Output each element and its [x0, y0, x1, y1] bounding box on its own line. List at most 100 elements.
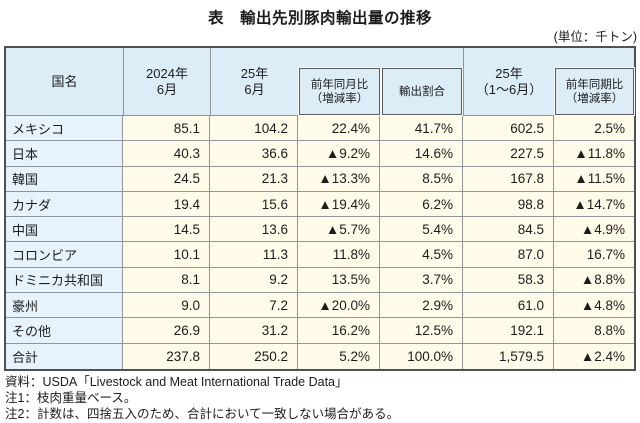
- table-row: 合計 237.8 250.2 5.2% 100.0% 1,579.5 ▲2.4%: [6, 343, 634, 369]
- value-cell: 2.5%: [554, 116, 634, 141]
- value-cell: 21.3: [210, 166, 298, 191]
- table-row: 韓国 24.5 21.3 ▲13.3% 8.5% 167.8 ▲11.5%: [6, 166, 634, 192]
- value-cell: 2.9%: [380, 293, 463, 318]
- country-cell: 韓国: [6, 166, 123, 191]
- value-cell: ▲11.5%: [554, 166, 634, 191]
- header-2024-jun-line1: 2024年: [146, 65, 188, 81]
- header-2025-jun-line1: 25年: [240, 65, 269, 81]
- header-yoy-period-line2: （増減率）: [565, 92, 624, 105]
- value-cell: 602.5: [463, 116, 554, 141]
- value-cell: 4.5%: [380, 242, 463, 267]
- table-row: カナダ 19.4 15.6 ▲19.4% 6.2% 98.8 ▲14.7%: [6, 191, 634, 218]
- value-cell: 14.5: [123, 217, 210, 242]
- table-row: 中国 14.5 13.6 ▲5.7% 5.4% 84.5 ▲4.9%: [6, 217, 634, 243]
- value-cell: 100.0%: [380, 343, 463, 369]
- value-cell: 85.1: [123, 116, 210, 141]
- header-country-label: 国名: [51, 73, 78, 89]
- value-cell: 14.6%: [380, 141, 463, 166]
- header-2025-jan-jun: 25年 （1～6月）: [464, 48, 554, 115]
- country-cell: メキシコ: [6, 116, 123, 141]
- value-cell: 41.7%: [380, 116, 463, 141]
- header-2024-jun: 2024年 6月: [124, 48, 210, 115]
- header-yoy-period-line1: 前年同期比: [565, 78, 624, 91]
- value-cell: 250.2: [210, 343, 298, 369]
- value-cell: 15.6: [210, 191, 298, 217]
- value-cell: 237.8: [123, 343, 210, 369]
- value-cell: ▲5.7%: [298, 217, 380, 242]
- value-cell: 9.2: [210, 267, 298, 293]
- value-cell: 61.0: [463, 293, 554, 318]
- value-cell: 11.3: [210, 242, 298, 267]
- table-row: 日本 40.3 36.6 ▲9.2% 14.6% 227.5 ▲11.8%: [6, 141, 634, 167]
- value-cell: 13.5%: [298, 267, 380, 293]
- value-cell: 58.3: [463, 267, 554, 293]
- value-cell: 26.9: [123, 318, 210, 343]
- value-cell: ▲2.4%: [554, 343, 634, 369]
- value-cell: 19.4: [123, 191, 210, 217]
- value-cell: 11.8%: [298, 242, 380, 267]
- country-cell: その他: [6, 318, 123, 343]
- value-cell: 12.5%: [380, 318, 463, 343]
- table-row: その他 26.9 31.2 16.2% 12.5% 192.1 8.8%: [6, 318, 634, 344]
- table-body: メキシコ 85.1 104.2 22.4% 41.7% 602.5 2.5% 日本 40.3 36…: [6, 116, 634, 369]
- value-cell: 6.2%: [380, 191, 463, 217]
- value-cell: ▲20.0%: [298, 293, 380, 318]
- header-country: 国名: [6, 48, 123, 115]
- header-yoy-month-line1: 前年同月比: [310, 78, 369, 91]
- header-yoy-month: 前年同月比 （増減率）: [299, 68, 380, 115]
- footnote-2: 注2：計数は、四捨五入のため、合計において一致しない場合がある。: [5, 407, 400, 421]
- value-cell: ▲4.9%: [554, 217, 634, 242]
- header-yoy-month-line2: （増減率）: [310, 92, 369, 105]
- value-cell: 22.4%: [298, 116, 380, 141]
- header-export-share: 輸出割合: [382, 68, 462, 115]
- value-cell: ▲8.8%: [554, 267, 634, 293]
- value-cell: 5.4%: [380, 217, 463, 242]
- value-cell: ▲9.2%: [298, 141, 380, 166]
- value-cell: 10.1: [123, 242, 210, 267]
- header-2025-jan-jun-line1: 25年: [495, 65, 523, 81]
- value-cell: 31.2: [210, 318, 298, 343]
- header-divider: [210, 48, 211, 115]
- pork-export-table: 国名 2024年 6月 25年 6月 前年同月比 （増減率） 輸出割合 25年 …: [4, 46, 636, 371]
- table-header: 国名 2024年 6月 25年 6月 前年同月比 （増減率） 輸出割合 25年 …: [6, 48, 634, 116]
- value-cell: 84.5: [463, 217, 554, 242]
- footnote-1: 注1：枝肉重量ベース。: [5, 391, 137, 405]
- table-row: コロンビア 10.1 11.3 11.8% 4.5% 87.0 16.7%: [6, 242, 634, 268]
- value-cell: 227.5: [463, 141, 554, 166]
- value-cell: 8.1: [123, 267, 210, 293]
- header-divider: [123, 48, 124, 115]
- table-row: ドミニカ共和国 8.1 9.2 13.5% 3.7% 58.3 ▲8.8%: [6, 267, 634, 294]
- value-cell: 104.2: [210, 116, 298, 141]
- value-cell: ▲13.3%: [298, 166, 380, 191]
- value-cell: 9.0: [123, 293, 210, 318]
- value-cell: ▲14.7%: [554, 191, 634, 217]
- value-cell: 13.6: [210, 217, 298, 242]
- country-cell: ドミニカ共和国: [6, 267, 123, 293]
- table-title: 表 輸出先別豚肉輸出量の推移: [207, 10, 432, 27]
- value-cell: 40.3: [123, 141, 210, 166]
- value-cell: 8.8%: [554, 318, 634, 343]
- value-cell: 36.6: [210, 141, 298, 166]
- country-cell: カナダ: [6, 191, 123, 217]
- value-cell: 24.5: [123, 166, 210, 191]
- country-cell: コロンビア: [6, 242, 123, 267]
- header-divider: [463, 48, 464, 115]
- value-cell: 16.7%: [554, 242, 634, 267]
- footnotes: 資料：USDA「Livestock and Meat International…: [5, 374, 399, 422]
- header-2024-jun-line2: 6月: [156, 81, 178, 97]
- value-cell: 192.1: [463, 318, 554, 343]
- value-cell: 5.2%: [298, 343, 380, 369]
- value-cell: 167.8: [463, 166, 554, 191]
- table-row: メキシコ 85.1 104.2 22.4% 41.7% 602.5 2.5%: [6, 116, 634, 142]
- header-yoy-period: 前年同期比 （増減率）: [555, 68, 634, 115]
- header-2025-jan-jun-line2: （1～6月）: [475, 81, 543, 97]
- value-cell: 98.8: [463, 191, 554, 217]
- value-cell: 3.7%: [380, 267, 463, 293]
- value-cell: ▲11.8%: [554, 141, 634, 166]
- footnote-source: 資料：USDA「Livestock and Meat International…: [5, 375, 348, 389]
- value-cell: 87.0: [463, 242, 554, 267]
- country-cell: 日本: [6, 141, 123, 166]
- table-row: 豪州 9.0 7.2 ▲20.0% 2.9% 61.0 ▲4.8%: [6, 293, 634, 319]
- unit-label: (単位：千トン): [553, 30, 637, 44]
- header-export-share-label: 輸出割合: [399, 85, 445, 98]
